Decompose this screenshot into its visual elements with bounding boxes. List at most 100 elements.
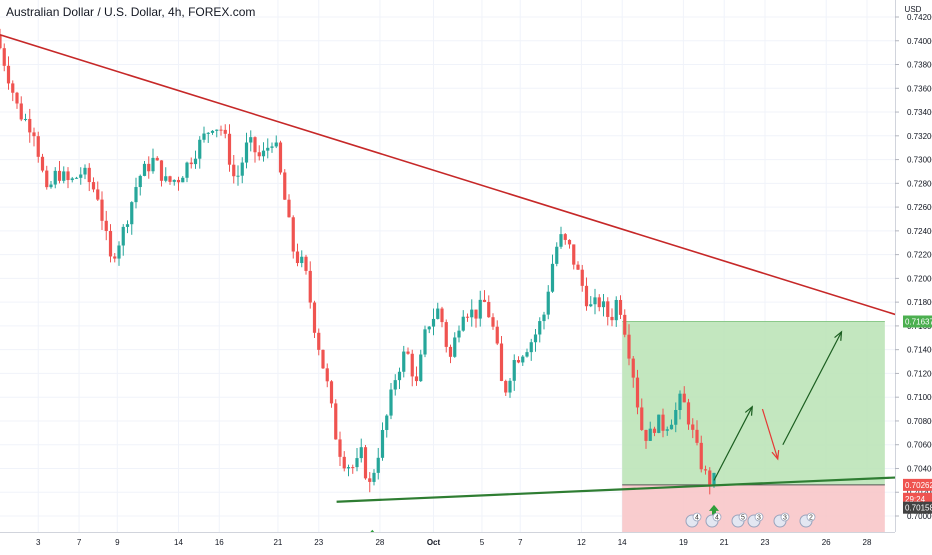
candle-body	[559, 234, 563, 247]
candle-body	[648, 428, 652, 441]
candle-body	[317, 332, 321, 350]
candle-body	[96, 189, 100, 200]
candle-body	[2, 48, 6, 66]
time-axis[interactable]: 3 7 9 14 16 21 23 28 Oct 5 7 12 14 19 21 23 26 28	[0, 532, 932, 550]
candle-body	[291, 217, 295, 252]
support-trendline[interactable]	[336, 475, 913, 503]
candle-body	[304, 256, 308, 271]
event-badge[interactable]: 3	[747, 512, 764, 528]
price-label[interactable]: 0.71637	[903, 315, 932, 328]
event-badge[interactable]: 3	[773, 512, 790, 528]
price-label-bg	[903, 478, 932, 491]
candle-body	[431, 318, 436, 327]
x-tick-label: 9	[115, 538, 120, 547]
candle-body	[74, 177, 79, 179]
candle-body	[49, 184, 53, 188]
candle-body	[674, 409, 678, 425]
profit-zone[interactable]	[622, 321, 885, 485]
badge-count-bg	[806, 512, 816, 522]
candle-body	[134, 187, 138, 203]
candle-body	[482, 299, 487, 302]
candle-body	[125, 224, 130, 227]
candle-body	[240, 162, 244, 176]
event-badge[interactable]: 2	[799, 512, 816, 528]
candle-body	[691, 424, 695, 430]
candle-body	[6, 65, 11, 84]
candle-body	[257, 152, 261, 157]
candle-body	[261, 150, 266, 157]
candle-body	[215, 129, 219, 131]
candle-body	[202, 133, 206, 140]
candle-body	[368, 478, 372, 482]
currency-label: USD	[905, 5, 922, 14]
candle-body	[436, 308, 440, 319]
candle-body	[329, 381, 334, 404]
price-label[interactable]: 0.70158	[903, 501, 932, 514]
candle-body	[563, 234, 567, 240]
event-badge[interactable]: 4	[685, 512, 702, 528]
candle-series	[0, 28, 716, 495]
x-tick-label: 5	[480, 538, 485, 547]
x-tick-label: 28	[375, 538, 384, 547]
candle-body	[589, 304, 593, 307]
candle-body	[640, 407, 644, 430]
candle-body	[155, 157, 159, 161]
candle-body	[453, 337, 457, 357]
badge-count-bg	[754, 512, 764, 522]
resistance-trendline[interactable]	[0, 34, 914, 321]
projection-arrow[interactable]	[782, 331, 843, 445]
candle-body	[32, 132, 36, 137]
candle-body	[227, 133, 232, 165]
badge-count: 4	[695, 515, 699, 522]
x-tick-label: 12	[577, 538, 586, 547]
candle-body	[525, 352, 529, 357]
candle-body	[283, 172, 287, 200]
event-badge[interactable]: 4	[705, 512, 722, 528]
projection-arrow[interactable]	[761, 408, 779, 460]
candle-body	[355, 458, 359, 468]
x-tick-label: 21	[273, 538, 282, 547]
candle-body	[495, 326, 499, 344]
candle-body	[457, 330, 461, 338]
price-label[interactable]: 0.70262	[903, 478, 932, 491]
candle-body	[121, 226, 125, 246]
candle-body	[159, 160, 164, 181]
badge-count-bg	[738, 512, 748, 522]
candle-body	[652, 428, 657, 433]
x-tick-label: 23	[761, 538, 770, 547]
candle-body	[142, 163, 147, 176]
candle-body	[151, 157, 155, 172]
candle-body	[15, 92, 19, 104]
candle-body	[91, 182, 96, 190]
position-tool[interactable]	[622, 321, 885, 532]
candle-body	[193, 158, 198, 165]
projection-arrow[interactable]	[713, 406, 753, 481]
badge-count: 3	[757, 515, 761, 522]
candle-body	[53, 170, 57, 185]
trendlines[interactable]	[0, 34, 914, 503]
candle-body	[423, 329, 427, 355]
candle-body	[546, 291, 550, 315]
candle-body	[346, 467, 351, 469]
candle-body	[385, 415, 389, 430]
candle-body	[19, 103, 23, 120]
event-badge[interactable]: 5	[731, 512, 748, 528]
candle-body	[665, 429, 669, 431]
candle-body	[266, 147, 270, 151]
candle-body	[380, 429, 385, 458]
x-tick-label: 14	[174, 538, 183, 547]
candle-body	[40, 156, 45, 171]
candle-body	[661, 414, 665, 431]
candle-body	[555, 246, 559, 264]
candle-body	[410, 353, 414, 377]
candle-body	[108, 230, 113, 257]
